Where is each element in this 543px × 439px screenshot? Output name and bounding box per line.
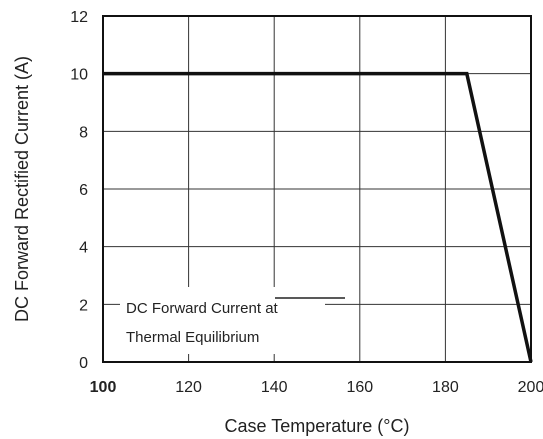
x-tick-label: 160 (346, 379, 373, 396)
y-tick-label: 4 (79, 240, 88, 257)
y-tick-label: 6 (79, 182, 88, 199)
x-axis-title: Case Temperature (°C) (225, 416, 410, 436)
y-tick-label: 8 (79, 124, 88, 141)
x-tick-label: 180 (432, 379, 459, 396)
annotation-line-2: Thermal Equilibrium (126, 329, 259, 346)
plot-frame (102, 15, 532, 363)
tick-labels: 100 120 140 160 180 200 0 2 4 6 8 10 12 (70, 9, 543, 396)
y-axis-title: DC Forward Rectified Current (A) (12, 56, 32, 322)
series-line (103, 71, 533, 363)
x-tick-label: 200 (518, 379, 543, 396)
y-tick-label: 2 (79, 297, 88, 314)
x-tick-label: 120 (175, 379, 202, 396)
y-tick-label: 10 (70, 67, 88, 84)
annotation-line-1: DC Forward Current at (126, 300, 279, 317)
y-tick-label: 0 (79, 355, 88, 372)
y-tick-label: 12 (70, 9, 88, 26)
x-tick-label: 100 (90, 379, 117, 396)
x-tick-label: 140 (261, 379, 288, 396)
annotation: DC Forward Current at Thermal Equilibriu… (120, 287, 345, 354)
